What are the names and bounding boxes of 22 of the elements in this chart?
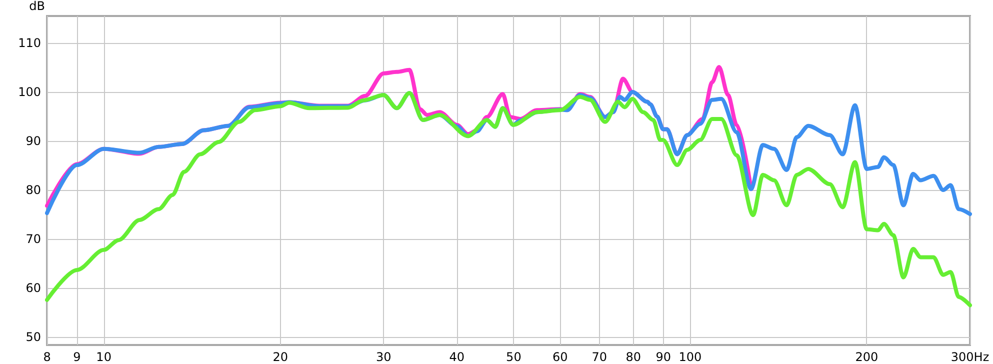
y-tick-label: 90: [26, 134, 41, 148]
x-tick-label: 60: [552, 350, 568, 364]
y-tick-label: 100: [18, 85, 41, 99]
y-axis-title: dB: [29, 0, 45, 13]
x-tick-label: 100: [678, 350, 702, 364]
x-tick-label: 200: [855, 350, 878, 364]
x-tick-label: 40: [449, 350, 465, 364]
y-tick-label: 80: [26, 183, 41, 198]
x-tick-label: 8: [43, 350, 51, 364]
y-tick-label: 70: [26, 232, 41, 246]
y-tick-label: 50: [26, 330, 41, 344]
y-tick-label: 60: [26, 281, 41, 296]
x-tick-label: 50: [506, 350, 522, 364]
x-tick-label: 90: [656, 350, 672, 364]
x-tick-label: 30: [376, 350, 392, 364]
x-tick-label: 300Hz: [950, 350, 990, 364]
x-tick-label: 70: [592, 350, 608, 364]
x-tick-label: 80: [626, 350, 642, 364]
y-tick-label: 110: [18, 36, 41, 50]
x-tick-label: 10: [96, 350, 112, 364]
x-tick-label: 9: [73, 350, 81, 364]
x-tick-label: 20: [272, 350, 288, 364]
